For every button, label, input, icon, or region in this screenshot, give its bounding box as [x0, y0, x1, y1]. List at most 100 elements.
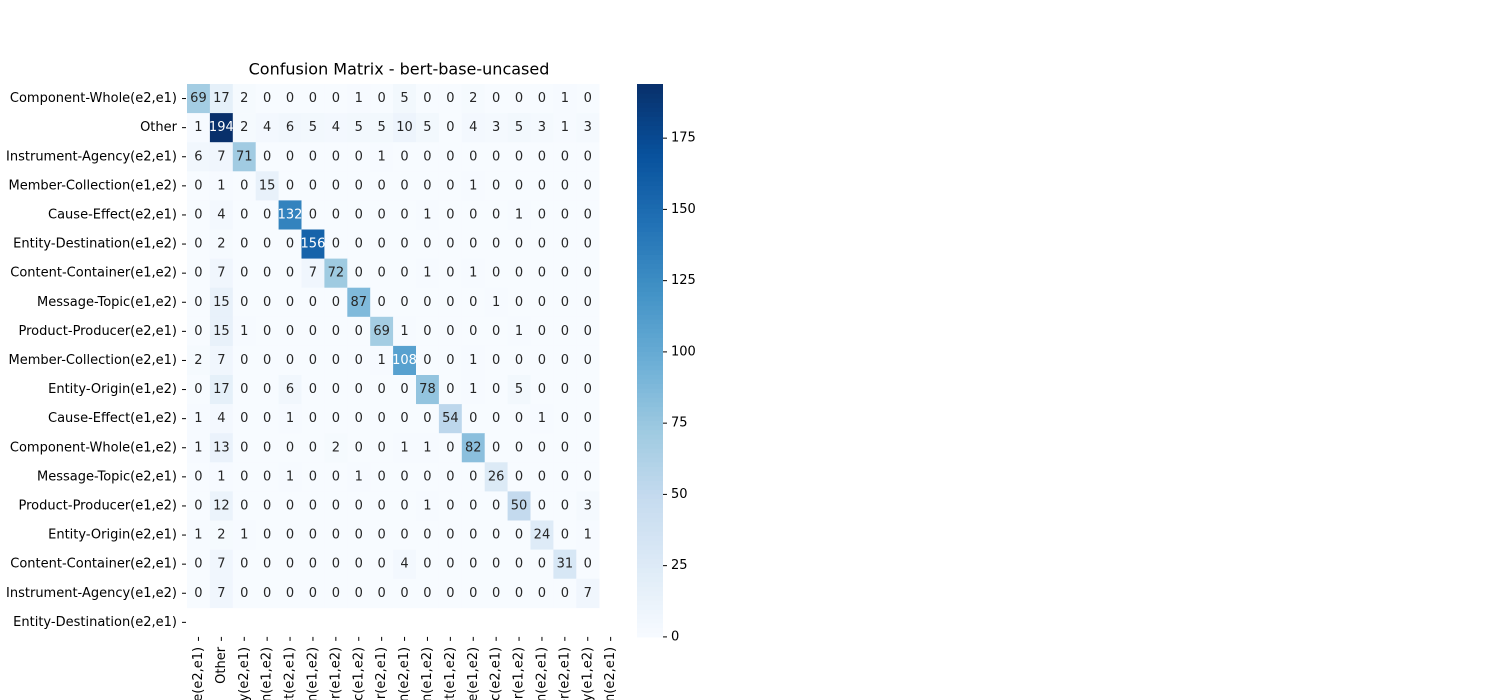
cell-label: 4: [217, 207, 225, 222]
heatmap-cell: [461, 171, 485, 201]
x-tick-label: Component-Whole(e1,e2): [466, 647, 481, 700]
cell-label: 0: [263, 237, 271, 252]
cell-label: 0: [515, 149, 523, 164]
cell-label: 0: [423, 178, 431, 193]
cell-label: 0: [492, 149, 500, 164]
heatmap-cell: [347, 433, 371, 463]
colorbar-band: [637, 378, 663, 384]
cell-label: 194: [209, 120, 234, 135]
heatmap-cell: [232, 404, 256, 434]
colorbar-band: [637, 351, 663, 357]
heatmap-cell: [484, 258, 508, 288]
cell-label: 0: [538, 382, 546, 397]
cell-label: 1: [400, 324, 408, 339]
cell-label: 15: [259, 178, 276, 193]
colorbar-band: [637, 208, 663, 214]
cell-label: 1: [217, 469, 225, 484]
cell-label: 0: [561, 382, 569, 397]
heatmap-cell: [278, 549, 302, 579]
colorbar-band: [637, 480, 663, 486]
heatmap-cell: [393, 316, 417, 347]
heatmap-cell: [209, 200, 234, 230]
cell-label: 0: [515, 440, 523, 455]
cell-label: 2: [217, 528, 225, 543]
heatmap-cell: [347, 113, 371, 143]
heatmap-cell: [576, 462, 600, 492]
heatmap-cell: [438, 345, 463, 376]
heatmap-cell: [324, 404, 348, 434]
cell-label: 17: [213, 91, 230, 106]
colorbar-tick-label: 0: [671, 629, 679, 644]
cell-label: 0: [240, 178, 248, 193]
colorbar-band: [637, 489, 663, 495]
heatmap-cell: [393, 258, 417, 288]
cell-label: 0: [584, 440, 592, 455]
heatmap-cell: [530, 375, 554, 405]
colorbar-band: [637, 120, 663, 126]
heatmap-cell: [553, 113, 577, 143]
cell-label: 0: [194, 207, 202, 222]
cell-label: 108: [392, 353, 417, 368]
cell-label: 82: [465, 440, 482, 455]
heatmap-cell: [324, 316, 348, 347]
y-tick-label: Cause-Effect(e1,e2): [48, 411, 177, 426]
cell-label: 0: [561, 207, 569, 222]
y-tick-label: Cause-Effect(e2,e1): [48, 207, 177, 222]
cell-label: 0: [332, 528, 340, 543]
cell-label: 0: [286, 91, 294, 106]
heatmap-cell: [209, 113, 234, 143]
heatmap-cell: [461, 404, 485, 434]
heatmap-cell: [255, 520, 279, 550]
colorbar-band: [637, 530, 663, 537]
heatmap-cell: [553, 462, 577, 492]
heatmap-cell: [553, 84, 577, 114]
colorbar-band: [637, 245, 663, 251]
heatmap-cell: [232, 229, 256, 259]
heatmap-cell: [393, 84, 417, 114]
cell-label: 0: [584, 353, 592, 368]
heatmap-cell: [393, 404, 417, 434]
heatmap-cell: [370, 229, 394, 259]
heatmap-cell: [347, 287, 371, 318]
y-tick-label: Member-Collection(e2,e1): [9, 353, 177, 368]
colorbar-band: [637, 434, 663, 440]
cell-label: 0: [309, 324, 317, 339]
cell-label: 0: [446, 557, 454, 572]
cell-label: 0: [423, 295, 431, 310]
heatmap-cell: [301, 316, 325, 347]
colorbar-band: [637, 521, 663, 527]
cell-label: 7: [217, 557, 225, 572]
colorbar-band: [637, 484, 663, 490]
cell-label: 0: [194, 586, 202, 601]
heatmap-cell: [278, 462, 302, 492]
cell-label: 0: [492, 498, 500, 513]
heatmap-cell: [209, 316, 234, 347]
heatmap-cell: [232, 84, 256, 114]
colorbar-band: [637, 475, 663, 481]
heatmap-cell: [553, 229, 577, 259]
heatmap-cell: [324, 142, 348, 172]
heatmap-cell: [347, 578, 371, 609]
heatmap-cell: [209, 549, 234, 579]
heatmap-cell: [393, 113, 417, 143]
colorbar-band: [637, 254, 663, 260]
cell-label: 5: [355, 120, 363, 135]
colorbar-tick-label: 125: [671, 273, 696, 288]
heatmap-cell: [347, 549, 371, 579]
colorbar-band: [637, 346, 663, 352]
heatmap-cell: [576, 84, 600, 114]
y-tick-label: Instrument-Agency(e2,e1): [6, 149, 177, 164]
cell-label: 0: [400, 498, 408, 513]
heatmap-cell: [209, 433, 234, 463]
heatmap-cell: [347, 229, 371, 259]
cell-label: 0: [263, 557, 271, 572]
heatmap-cell: [232, 287, 256, 318]
cell-label: 1: [423, 498, 431, 513]
cell-label: 0: [423, 528, 431, 543]
heatmap-cell: [416, 462, 440, 492]
cell-label: 0: [492, 353, 500, 368]
cell-label: 0: [286, 586, 294, 601]
cell-label: 0: [515, 237, 523, 252]
cell-label: 0: [561, 498, 569, 513]
